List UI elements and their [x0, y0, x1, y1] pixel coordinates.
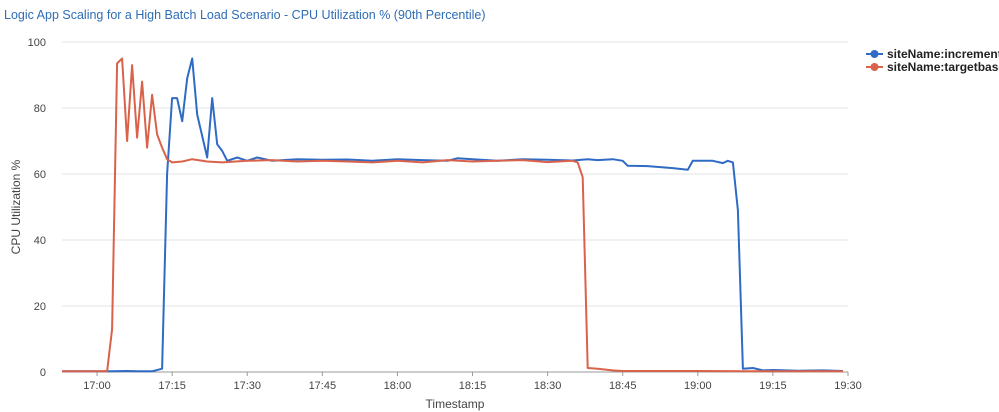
x-tick-label: 17:15 — [158, 380, 186, 392]
x-tick-label: 17:30 — [233, 380, 261, 392]
grid-layer — [62, 41, 848, 373]
chart-title: Logic App Scaling for a High Batch Load … — [4, 8, 486, 22]
series-layer — [62, 57, 844, 373]
legend-marker-2[interactable] — [870, 63, 879, 71]
legend-label-2[interactable]: siteName:targetbased: — [887, 60, 999, 74]
y-tick-label: 20 — [34, 301, 46, 313]
x-tick-label: 17:00 — [83, 380, 111, 392]
legend-marker-1[interactable] — [870, 50, 879, 58]
y-tick-labels: 0 20 40 60 80 100 — [28, 37, 46, 379]
x-tick-label: 18:30 — [534, 380, 562, 392]
x-axis-title: Timestamp — [426, 397, 485, 411]
x-tick-label: 17:45 — [309, 380, 337, 392]
series-line-1[interactable] — [62, 57, 844, 373]
x-tick-label: 19:00 — [684, 380, 712, 392]
x-tick-label: 19:30 — [834, 380, 862, 392]
y-tick-label: 40 — [34, 235, 46, 247]
y-tick-label: 0 — [40, 367, 46, 379]
x-tick-label: 18:00 — [384, 380, 412, 392]
legend[interactable]: siteName:incremental:siteName:targetbase… — [866, 47, 999, 74]
y-tick-label: 80 — [34, 103, 46, 115]
y-axis-title: CPU Utilization % — [9, 159, 23, 254]
x-tick-label: 18:15 — [459, 380, 487, 392]
legend-label-1[interactable]: siteName:incremental: — [887, 47, 999, 61]
series-line-2[interactable] — [62, 57, 843, 373]
x-tick-label: 18:45 — [609, 380, 637, 392]
x-tick-labels: 17:00 17:15 17:30 17:45 18:00 18:15 18:30 18:45… — [83, 372, 862, 392]
y-tick-label: 60 — [34, 169, 46, 181]
x-tick-label: 19:15 — [759, 380, 787, 392]
y-tick-label: 100 — [28, 37, 46, 49]
